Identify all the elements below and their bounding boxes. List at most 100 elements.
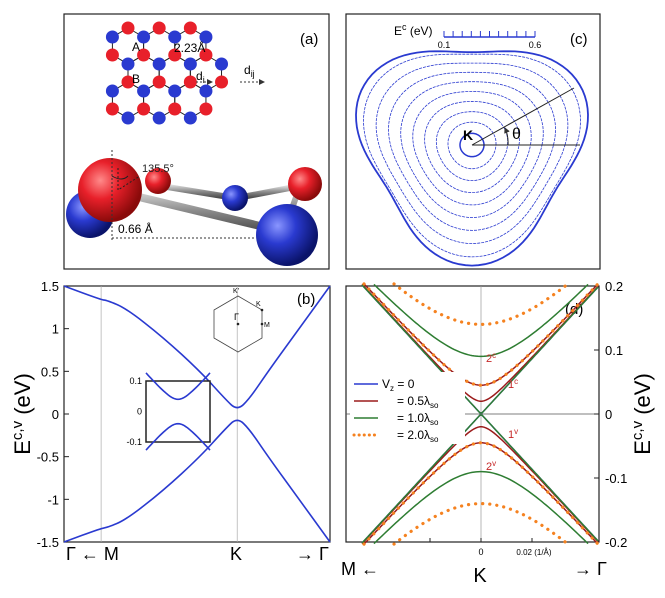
- legend-label-05: = 0.5λso: [397, 394, 439, 410]
- band-label-1v: 1v: [508, 427, 518, 441]
- atom-b: [168, 30, 182, 44]
- y-tick-label: 0: [605, 407, 612, 422]
- gap-zoom-inset: 0.1 0 -0.1: [126, 372, 211, 451]
- atom-b: [199, 84, 213, 98]
- contour-line: [435, 111, 509, 181]
- path-label-k: K: [230, 544, 242, 564]
- panel-d-bands: [361, 282, 600, 546]
- bz-k-label: K: [256, 301, 261, 308]
- bz-k-point: [260, 308, 264, 312]
- atom-b: [121, 111, 135, 125]
- theta-ray-angled: [471, 87, 575, 146]
- sublattice-a-label: A: [132, 40, 140, 54]
- panel-d: (d) Ec,v (eV) 0.20.10-0.1-0.2 2c 1c 1v 2…: [341, 279, 655, 587]
- atom-b: [222, 185, 248, 211]
- atom-a: [145, 168, 171, 194]
- d-path-left: M ←: [341, 559, 379, 579]
- bond-length-label: 2.23Å: [174, 40, 205, 55]
- inset-y-tick-label: 0.1: [129, 376, 142, 386]
- atom-a: [105, 48, 119, 62]
- path-label-to-gamma: → Γ: [296, 544, 329, 564]
- band-line: [362, 441, 600, 546]
- energy-scale-bar: [443, 31, 536, 38]
- atom-b: [199, 30, 213, 44]
- panel-b-bands: [63, 285, 331, 543]
- bz-gamma-label: Γ: [234, 312, 239, 322]
- panel-b-label: (b): [297, 291, 315, 308]
- band-line: [373, 283, 589, 358]
- inset-y-tick-label: 0: [137, 407, 142, 417]
- atom-b: [168, 84, 182, 98]
- energy-contours: [355, 50, 589, 267]
- contour-line: [375, 62, 569, 244]
- atom-a: [152, 21, 166, 35]
- atom-b: [152, 111, 166, 125]
- band-label-2v: 2v: [486, 459, 496, 473]
- atom-a: [288, 167, 322, 201]
- y-tick-label: -0.1: [605, 471, 627, 486]
- k-point-label: K: [463, 127, 473, 143]
- contour-line: [388, 71, 556, 231]
- legend: Vz = 0 = 0.5λso = 1.0λso = 2.0λso: [350, 372, 465, 444]
- vector-dij-label: dij: [244, 63, 255, 79]
- y-tick-label: -1.5: [37, 535, 59, 550]
- honeycomb-lattice: [105, 21, 229, 125]
- atom-b: [137, 84, 151, 98]
- band-line: [362, 282, 600, 387]
- band-conduction: [63, 285, 331, 409]
- atom-a: [215, 75, 229, 89]
- d-x-tick-label: 0.02 (1/Å): [516, 548, 551, 557]
- inset-band-up: [145, 372, 211, 401]
- panel-c-frame: [345, 13, 601, 270]
- atom-b: [152, 57, 166, 71]
- atom-b: [105, 30, 119, 44]
- atom-b: [256, 204, 318, 266]
- atom-a: [183, 21, 197, 35]
- legend-label-vz0: Vz = 0: [382, 377, 415, 393]
- band-valence: [63, 419, 331, 543]
- y-tick-label: 1.5: [41, 279, 59, 294]
- panel-d-axes: 0.2 0.1 0 -0.1 -0.2: [346, 279, 627, 550]
- panel-c: (c) Ec (eV) 0.1 0.6 θ K: [345, 13, 601, 270]
- y-tick-label: -0.5: [37, 450, 59, 465]
- legend-label-10: = 1.0λso: [397, 411, 439, 427]
- d-path-center: K: [473, 565, 487, 587]
- band-line: [361, 414, 599, 544]
- atom-a: [137, 102, 151, 116]
- bz-m-label: M: [264, 322, 270, 329]
- brillouin-zone-inset: Γ K K' M: [213, 288, 270, 353]
- d-path-right: → Γ: [574, 559, 607, 579]
- sublattice-b-label: B: [132, 72, 140, 86]
- atom-a: [121, 75, 135, 89]
- atom-b: [137, 30, 151, 44]
- band-label-2c: 2c: [486, 351, 496, 365]
- inset-band-down: [145, 422, 211, 451]
- contour-outer: [355, 50, 589, 267]
- buckling-label: 0.66 Å: [118, 221, 153, 236]
- band-line: [361, 284, 599, 414]
- band-line: [392, 282, 570, 326]
- atom-b: [121, 57, 135, 71]
- panel-b: (b) Ec,v (eV) 1.5 1 0.5 0 -0.5 -1 -1.5 Γ ← M K…: [9, 279, 331, 564]
- atom-a: [152, 75, 166, 89]
- panel-b-axes: 1.5 1 0.5 0 -0.5 -1 -1.5: [37, 279, 238, 550]
- bz-m-point: [260, 322, 264, 326]
- legend-label-20: = 2.0λso: [397, 428, 439, 444]
- atom-b: [215, 57, 229, 71]
- panel-b-ylabel: Ec,v (eV): [9, 373, 35, 455]
- y-tick-label: -0.2: [605, 535, 627, 550]
- bz-gamma-point: [236, 322, 240, 326]
- energy-scale-max: 0.6: [529, 40, 542, 50]
- panel-a-label: (a): [300, 31, 318, 48]
- vector-di-label: di: [196, 69, 205, 85]
- y-tick-label: 0.1: [605, 343, 623, 358]
- y-tick-label: 1: [52, 322, 59, 337]
- y-tick-label: -1: [47, 492, 59, 507]
- band-line: [392, 502, 570, 546]
- atom-a: [121, 21, 135, 35]
- theta-arc: [504, 127, 510, 146]
- atom-b: [183, 111, 197, 125]
- energy-scale-min: 0.1: [438, 40, 451, 50]
- y-tick-label: 0.5: [41, 364, 59, 379]
